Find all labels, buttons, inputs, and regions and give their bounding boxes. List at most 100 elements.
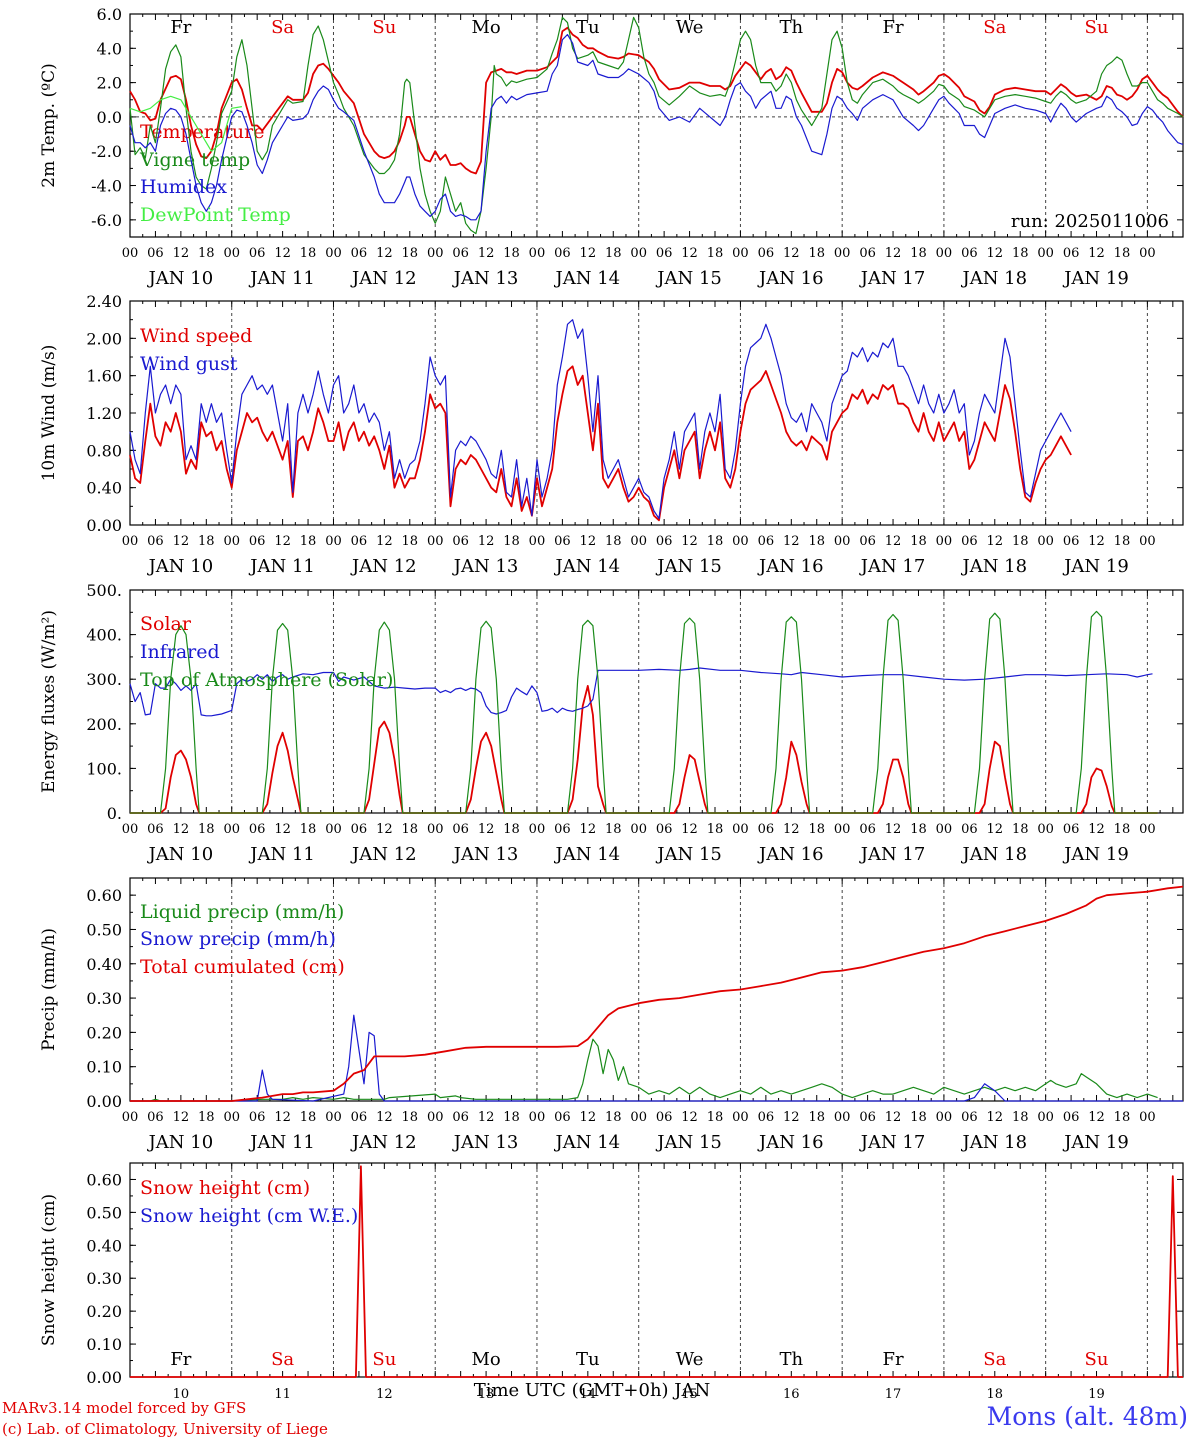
precip-hour-label: 18 xyxy=(1114,1110,1131,1125)
precip-hour-label: 12 xyxy=(783,1110,800,1125)
snow-day-number: 15 xyxy=(681,1387,698,1400)
temp-legend-entry: DewPoint Temp xyxy=(140,204,291,226)
wind-date-label: JAN 19 xyxy=(1062,556,1129,577)
wind-hour-label: 12 xyxy=(274,534,291,549)
wind-date-label: JAN 14 xyxy=(554,556,621,577)
energy-legend-entry: Infrared xyxy=(140,641,220,663)
wind-hour-label: 00 xyxy=(630,534,647,549)
precip-hour-label: 00 xyxy=(122,1110,139,1125)
snow-day-name: Sa xyxy=(271,1349,294,1370)
energy-hour-label: 12 xyxy=(783,822,800,837)
energy-date-label: JAN 19 xyxy=(1062,844,1129,865)
temp-hour-label: 18 xyxy=(402,246,419,261)
snow-day-number: 13 xyxy=(478,1387,495,1400)
temp-hour-label: 06 xyxy=(656,246,673,261)
precip-hour-label: 06 xyxy=(249,1110,266,1125)
precip-hour-label: 12 xyxy=(478,1110,495,1125)
energy-y-tick-label: 100. xyxy=(86,759,122,778)
temp-date-label: JAN 14 xyxy=(554,268,621,289)
wind-y-axis-title: 10m Wind (m/s) xyxy=(39,345,59,482)
precip-y-axis-title: Precip (mm/h) xyxy=(39,928,59,1051)
energy-hour-label: 12 xyxy=(885,822,902,837)
wind-hour-label: 06 xyxy=(351,534,368,549)
snow-y-tick-label: 0.50 xyxy=(86,1203,122,1222)
energy-hour-label: 18 xyxy=(910,822,927,837)
precip-hour-label: 06 xyxy=(351,1110,368,1125)
energy-date-label: JAN 10 xyxy=(147,844,214,865)
precip-date-label: JAN 16 xyxy=(757,1132,824,1153)
precip-hour-label: 00 xyxy=(427,1110,444,1125)
precip-hour-label: 18 xyxy=(1012,1110,1029,1125)
temp-hour-label: 06 xyxy=(147,246,164,261)
energy-date-label: JAN 12 xyxy=(350,844,417,865)
wind-hour-label: 00 xyxy=(834,534,851,549)
precip-hour-label: 12 xyxy=(987,1110,1004,1125)
temp-hour-label: 12 xyxy=(478,246,495,261)
temp-hour-label: 12 xyxy=(783,246,800,261)
temp-date-label: JAN 19 xyxy=(1062,268,1129,289)
precip-hour-label: 06 xyxy=(452,1110,469,1125)
temp-hour-label: 12 xyxy=(885,246,902,261)
energy-y-tick-label: 200. xyxy=(86,715,122,734)
energy-hour-label: 18 xyxy=(300,822,317,837)
energy-y-tick-label: 500. xyxy=(86,581,122,600)
precip-date-label: JAN 17 xyxy=(859,1132,926,1153)
wind-hour-label: 12 xyxy=(173,534,190,549)
snow-y-tick-label: 0.60 xyxy=(86,1170,122,1189)
temp-date-label: JAN 13 xyxy=(452,268,519,289)
wind-y-tick-label: 0.80 xyxy=(86,441,122,460)
wind-hour-label: 00 xyxy=(1037,534,1054,549)
snow-y-tick-label: 0.30 xyxy=(86,1269,122,1288)
temp-hour-label: 18 xyxy=(808,246,825,261)
snow-day-name: Tu xyxy=(576,1349,600,1370)
energy-y-tick-label: 0. xyxy=(107,804,122,823)
energy-hour-label: 00 xyxy=(1139,822,1156,837)
snow-day-number: 12 xyxy=(376,1387,393,1400)
precip-y-tick-label: 0.50 xyxy=(86,920,122,939)
energy-series-line xyxy=(129,667,1153,717)
energy-hour-label: 00 xyxy=(630,822,647,837)
wind-hour-label: 12 xyxy=(987,534,1004,549)
precip-hour-label: 06 xyxy=(859,1110,876,1125)
wind-hour-label: 06 xyxy=(859,534,876,549)
wind-date-label: JAN 15 xyxy=(655,556,722,577)
energy-hour-label: 12 xyxy=(580,822,597,837)
snow-day-name: We xyxy=(676,1349,704,1370)
wind-hour-label: 00 xyxy=(223,534,240,549)
temp-date-label: JAN 12 xyxy=(350,268,417,289)
temp-hour-label: 00 xyxy=(936,246,953,261)
wind-hour-label: 18 xyxy=(503,534,520,549)
temp-hour-label: 06 xyxy=(961,246,978,261)
snow-day-number: 14 xyxy=(580,1387,597,1400)
temp-y-tick-label: 4.0 xyxy=(97,39,122,58)
temp-y-tick-label: 2.0 xyxy=(97,74,122,93)
energy-hour-label: 06 xyxy=(147,822,164,837)
temp-hour-label: 00 xyxy=(529,246,546,261)
temp-day-name: We xyxy=(676,17,704,38)
precip-date-label: JAN 19 xyxy=(1062,1132,1129,1153)
precip-hour-label: 12 xyxy=(580,1110,597,1125)
temp-hour-label: 12 xyxy=(580,246,597,261)
temp-date-label: JAN 11 xyxy=(248,268,315,289)
precip-hour-label: 00 xyxy=(834,1110,851,1125)
snow-day-number: 16 xyxy=(783,1387,800,1400)
wind-date-label: JAN 10 xyxy=(147,556,214,577)
snow-day-name: Th xyxy=(779,1349,803,1370)
energy-hour-label: 18 xyxy=(1012,822,1029,837)
energy-hour-label: 06 xyxy=(961,822,978,837)
wind-hour-label: 12 xyxy=(376,534,393,549)
precip-hour-label: 00 xyxy=(325,1110,342,1125)
precip-date-label: JAN 14 xyxy=(554,1132,621,1153)
energy-hour-label: 18 xyxy=(1114,822,1131,837)
temp-series-line xyxy=(129,16,1184,235)
temp-hour-label: 18 xyxy=(605,246,622,261)
precip-hour-label: 00 xyxy=(630,1110,647,1125)
temp-hour-label: 12 xyxy=(173,246,190,261)
precip-date-label: JAN 12 xyxy=(350,1132,417,1153)
precip-hour-label: 18 xyxy=(402,1110,419,1125)
precip-series-line xyxy=(130,1038,1158,1102)
precip-hour-label: 12 xyxy=(885,1110,902,1125)
snow-day-number: 10 xyxy=(173,1387,190,1400)
temp-day-name: Mo xyxy=(471,17,500,38)
temp-hour-label: 18 xyxy=(910,246,927,261)
